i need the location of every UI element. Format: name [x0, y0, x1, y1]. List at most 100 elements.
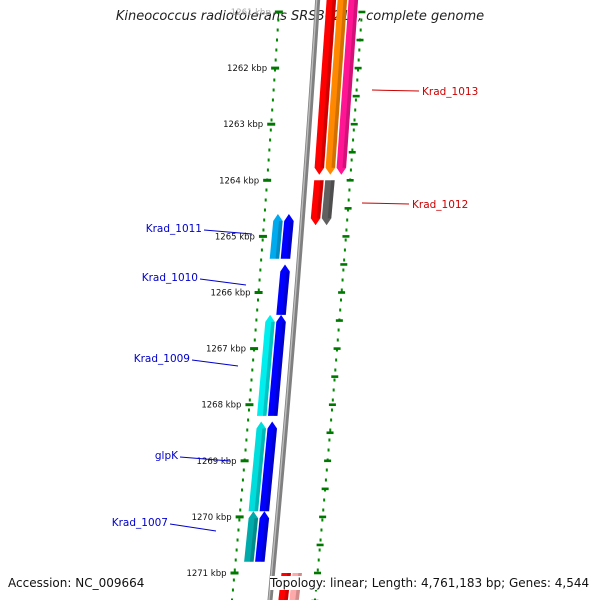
- ruler-tick: [274, 10, 283, 14]
- guide-dot-right: [329, 428, 332, 432]
- gene-label-leader: [191, 359, 239, 367]
- gene-Krad_1013-track-1-shade: [331, 0, 348, 168]
- guide-dot-left: [235, 548, 238, 552]
- guide-dot-left: [264, 198, 267, 202]
- ruler-tick-label: 1266 kbp: [211, 289, 251, 299]
- guide-dot-right: [356, 68, 359, 72]
- guide-dot-left: [244, 448, 247, 452]
- guide-dot-left: [257, 288, 260, 292]
- guide-dot-left: [273, 68, 276, 72]
- gene-label-leader: [179, 456, 231, 462]
- guide-dot-right: [320, 528, 323, 532]
- guide-dot-left: [252, 358, 255, 362]
- guide-dot-right: [358, 48, 361, 52]
- guide-dot-left: [249, 388, 252, 392]
- guide-dot-right: [327, 448, 330, 452]
- guide-dot-right: [341, 278, 344, 282]
- ruler-tick-label: 1261 kbp: [231, 8, 271, 18]
- guide-dot-left: [246, 428, 249, 432]
- guide-dot-right: [314, 588, 317, 592]
- guide-dot-left: [257, 298, 259, 302]
- guide-dot-right: [336, 338, 339, 342]
- guide-dot-right: [340, 298, 342, 302]
- ruler-minor-tick: [328, 403, 336, 406]
- guide-dot-right: [321, 518, 324, 522]
- guide-dot-right: [356, 78, 359, 82]
- guide-dot-left: [242, 468, 245, 472]
- guide-dot-left: [259, 268, 262, 272]
- guide-dot-left: [237, 528, 240, 532]
- guide-dot-right: [349, 168, 352, 172]
- guide-dot-right: [359, 28, 362, 32]
- guide-dot-left: [263, 218, 266, 222]
- guide-dot-left: [262, 228, 265, 232]
- gene-Krad_1009-track-1-shade: [262, 321, 275, 416]
- guide-dot-left: [265, 188, 268, 192]
- guide-dot-left: [241, 488, 244, 492]
- genome-backbone-highlight: [268, 0, 318, 600]
- guide-dot-right: [331, 398, 334, 402]
- ruler-minor-tick: [342, 235, 350, 238]
- ruler-minor-tick: [350, 122, 358, 126]
- guide-dot-left: [268, 148, 271, 152]
- ruler-minor-tick: [358, 10, 366, 14]
- ruler-tick: [267, 122, 276, 126]
- guide-dot-right: [337, 328, 340, 332]
- guide-dot-right: [346, 218, 349, 222]
- guide-dot-right: [317, 558, 320, 562]
- gene-Krad_1013-track-2-shade: [342, 0, 359, 168]
- ruler-minor-tick: [326, 431, 334, 435]
- guide-dot-right: [322, 508, 325, 512]
- ruler-tick-label: 1265 kbp: [215, 232, 255, 242]
- ruler-minor-tick: [335, 319, 343, 322]
- guide-dot-left: [245, 438, 248, 442]
- gene-label-leader: [371, 89, 420, 92]
- gene-Krad_1007-track-0-shade: [260, 518, 270, 562]
- guide-dot-left: [269, 138, 272, 142]
- guide-dot-right: [355, 88, 358, 92]
- guide-dot-left: [256, 308, 259, 312]
- ruler-minor-tick: [333, 347, 341, 350]
- gene-glpK-track-0-shade: [265, 428, 277, 512]
- ruler-minor-tick: [352, 94, 360, 98]
- guide-dot-right: [344, 238, 347, 242]
- guide-dot-right: [354, 98, 357, 102]
- guide-dot-left: [231, 598, 233, 600]
- gene-label-leader: [203, 229, 253, 235]
- ruler-minor-tick: [356, 38, 364, 42]
- gene-glpK-track-0: [259, 421, 277, 512]
- gene-Krad_1007-track-0: [255, 511, 270, 562]
- guide-dot-left: [248, 398, 251, 402]
- guide-dot-left: [258, 278, 261, 282]
- gene-Krad_1013-track-2: [336, 0, 359, 175]
- guide-dot-left: [251, 368, 254, 372]
- ruler-minor-tick: [348, 150, 356, 154]
- gene-label-Krad_1010: Krad_1010: [142, 272, 198, 284]
- genome-backbone: [267, 0, 321, 600]
- guide-dot-right: [339, 308, 342, 312]
- gene-Krad_1009-track-0: [268, 314, 286, 416]
- ruler-tick-label: 1263 kbp: [223, 120, 263, 130]
- guide-dot-left: [267, 158, 270, 162]
- guide-dot-left: [236, 538, 239, 542]
- gene-label-Krad_1013: Krad_1013: [422, 86, 478, 98]
- guide-dot-left: [266, 168, 269, 172]
- ruler-tick-label: 1264 kbp: [219, 176, 259, 186]
- map-title: Kineococcus radiotolerans SRS30216, comp…: [115, 9, 485, 24]
- guide-dot-left: [240, 498, 243, 502]
- guide-dot-right: [323, 498, 326, 502]
- ruler-tick-label: 1270 kbp: [192, 513, 232, 523]
- guide-dot-left: [271, 98, 274, 102]
- ruler-minor-tick: [340, 263, 348, 266]
- ruler-minor-tick: [331, 375, 339, 378]
- guide-dot-left: [269, 128, 272, 132]
- guide-dot-right: [347, 198, 350, 202]
- guide-dot-right: [352, 138, 355, 142]
- ruler-minor-tick: [324, 459, 332, 463]
- ruler-minor-tick: [316, 543, 324, 547]
- gene-Krad_1012-track-0-shade: [316, 180, 324, 219]
- ruler-tick-label: 1269 kbp: [197, 457, 237, 467]
- guide-dot-left: [247, 408, 250, 412]
- guide-dot-right: [334, 368, 337, 372]
